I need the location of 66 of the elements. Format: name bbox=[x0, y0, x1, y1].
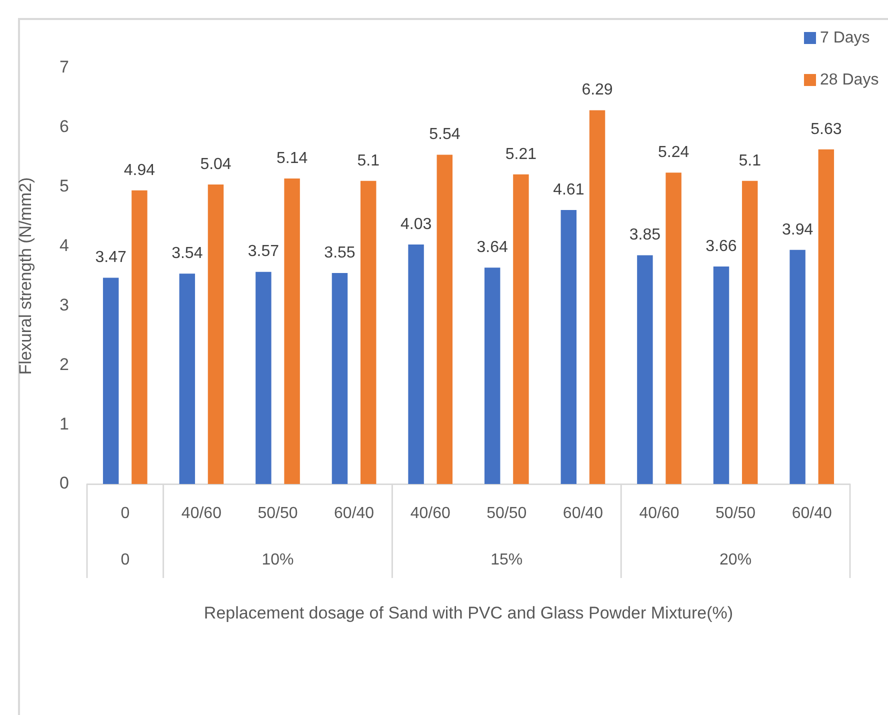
y-tick-label: 0 bbox=[60, 474, 69, 493]
bar bbox=[132, 190, 148, 484]
data-label: 5.54 bbox=[429, 126, 460, 144]
text: 10% bbox=[262, 551, 294, 568]
bar bbox=[742, 180, 758, 484]
y-tick-label: 2 bbox=[60, 354, 69, 374]
text: 20% bbox=[720, 551, 752, 568]
data-label: 5.04 bbox=[200, 156, 232, 173]
data-label: 3.85 bbox=[629, 226, 661, 244]
bar bbox=[713, 266, 730, 484]
data-label: 3.55 bbox=[324, 244, 356, 262]
text: 15% bbox=[490, 551, 523, 568]
bar bbox=[102, 278, 119, 484]
x-tick-label: 60/40 bbox=[562, 505, 604, 522]
bar bbox=[666, 172, 682, 484]
bar bbox=[436, 154, 453, 484]
x-tick-label: 60/40 bbox=[792, 505, 832, 522]
data-label: 4.94 bbox=[124, 162, 156, 179]
x-tick-label: 40/60 bbox=[181, 505, 222, 522]
data-label: 3.47 bbox=[95, 249, 127, 266]
x-tick-label: 60/40 bbox=[334, 505, 374, 522]
y-tick-label: 7 bbox=[60, 58, 69, 77]
x-axis-title: Replacement dosage of Sand with PVC and Glass Powder Mixture(%) bbox=[204, 603, 734, 622]
bar bbox=[790, 250, 806, 484]
legend-label: 28 Days bbox=[820, 71, 879, 88]
legend-label: 7 Days bbox=[820, 29, 870, 46]
bar bbox=[560, 210, 577, 484]
x-tick-label: 50/50 bbox=[486, 505, 527, 522]
y-tick-label: 3 bbox=[60, 295, 69, 314]
bar bbox=[637, 255, 653, 484]
data-label: 3.54 bbox=[172, 245, 203, 262]
y-tick-label: 6 bbox=[60, 117, 69, 136]
data-label: 5.24 bbox=[658, 144, 690, 161]
x-tick-label: 0 bbox=[120, 505, 130, 522]
bar bbox=[179, 274, 196, 484]
bar bbox=[589, 110, 606, 484]
bar bbox=[208, 184, 224, 484]
data-label: 3.57 bbox=[248, 243, 280, 260]
data-label: 5.63 bbox=[810, 120, 842, 138]
data-label: 5.21 bbox=[505, 146, 537, 163]
x-tick-label: 40/60 bbox=[410, 505, 450, 522]
bar bbox=[284, 178, 300, 484]
bar bbox=[360, 180, 376, 484]
x-tick-label: 50/50 bbox=[258, 505, 298, 522]
y-axis-title: Flexural strength (N/mm2) bbox=[16, 177, 35, 375]
bar bbox=[256, 272, 272, 484]
x-tick-label: 40/60 bbox=[639, 505, 680, 522]
y-tick-label: 4 bbox=[60, 236, 69, 255]
text: 0 bbox=[120, 551, 130, 568]
data-label: 3.94 bbox=[782, 221, 814, 238]
y-tick-label: 1 bbox=[60, 414, 69, 434]
data-label: 6.29 bbox=[582, 82, 613, 99]
bar bbox=[408, 244, 424, 484]
bar bbox=[332, 273, 348, 484]
data-label: 5.14 bbox=[276, 150, 308, 167]
bar bbox=[513, 174, 529, 484]
x-tick-label: 50/50 bbox=[716, 505, 756, 522]
data-label: 4.03 bbox=[400, 216, 432, 233]
bar bbox=[484, 268, 500, 484]
y-tick-label: 5 bbox=[60, 176, 69, 196]
bar bbox=[818, 149, 834, 484]
data-label: 3.66 bbox=[706, 238, 737, 255]
data-label: 5.1 bbox=[357, 152, 380, 170]
data-label: 4.61 bbox=[553, 181, 584, 198]
data-label: 3.64 bbox=[476, 239, 508, 256]
data-label: 5.1 bbox=[738, 152, 762, 170]
